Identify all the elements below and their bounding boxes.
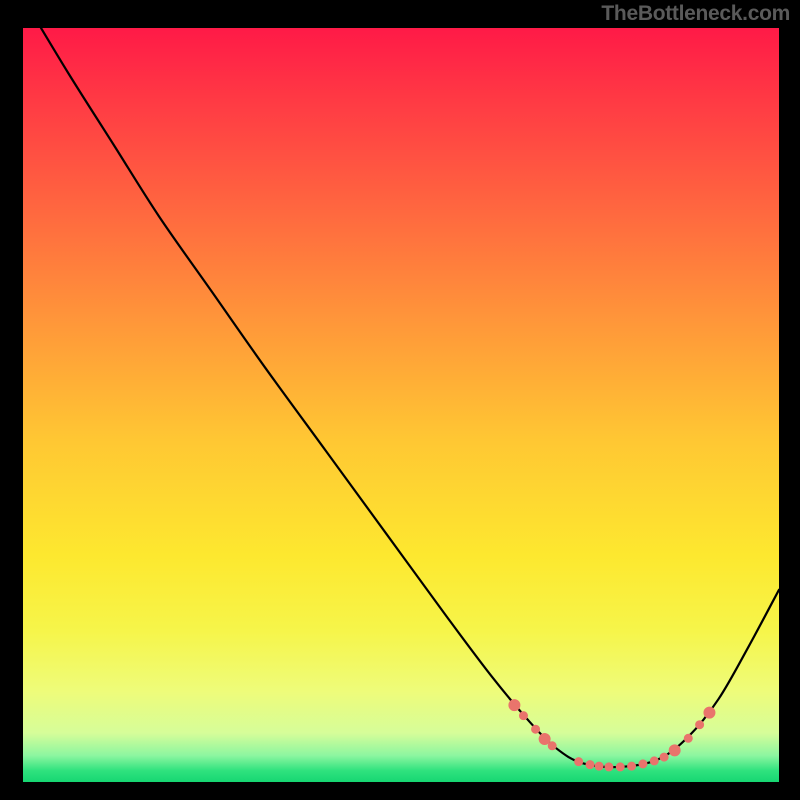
data-marker xyxy=(669,745,680,756)
data-marker xyxy=(532,725,540,733)
data-marker xyxy=(660,753,668,761)
curve-overlay xyxy=(23,28,779,782)
data-marker xyxy=(548,742,556,750)
data-marker xyxy=(628,762,636,770)
data-marker xyxy=(684,734,692,742)
data-marker xyxy=(650,757,658,765)
data-marker xyxy=(639,760,647,768)
plot-area xyxy=(23,28,779,782)
data-marker xyxy=(605,763,613,771)
chart-container: TheBottleneck.com xyxy=(0,0,800,800)
data-marker xyxy=(539,734,550,745)
data-marker xyxy=(595,762,603,770)
data-marker xyxy=(616,763,624,771)
data-marker xyxy=(575,758,583,766)
data-marker xyxy=(509,700,520,711)
data-marker xyxy=(704,707,715,718)
data-marker xyxy=(519,712,527,720)
data-marker xyxy=(696,721,704,729)
bottleneck-curve xyxy=(23,28,779,767)
data-marker xyxy=(586,761,594,769)
attribution-label: TheBottleneck.com xyxy=(601,2,790,26)
